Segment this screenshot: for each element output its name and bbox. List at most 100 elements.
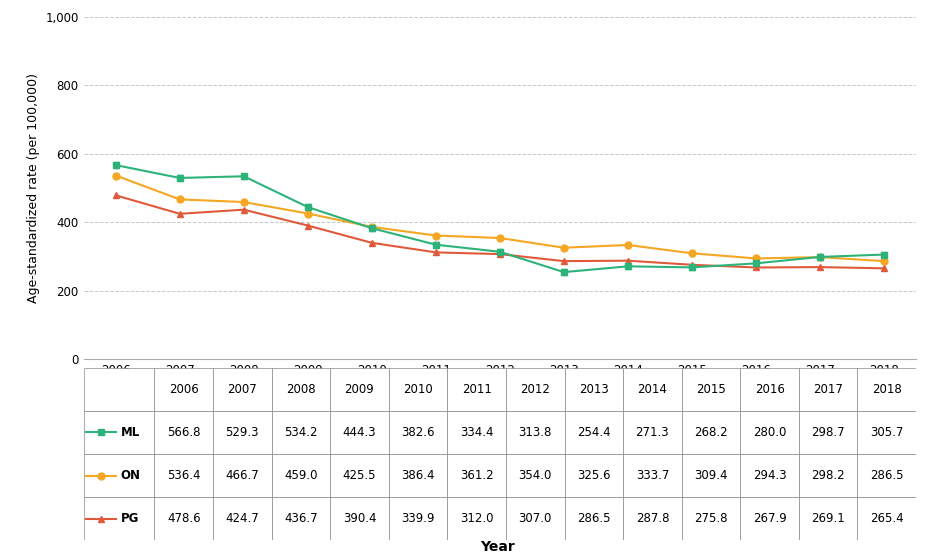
Text: 265.4: 265.4 [870,512,904,525]
Text: 2008: 2008 [286,383,315,395]
Bar [682,368,740,411]
Bar [84,368,154,411]
Bar [213,497,272,540]
Text: 312.0: 312.0 [460,512,494,525]
Text: 271.3: 271.3 [635,426,670,439]
Text: 466.7: 466.7 [225,469,259,482]
Text: 424.7: 424.7 [225,512,259,525]
Bar [272,368,330,411]
Bar [682,497,740,540]
Bar [682,454,740,497]
Bar [330,368,389,411]
Bar [154,454,213,497]
Text: 280.0: 280.0 [753,426,786,439]
Bar [389,411,447,454]
Text: 269.1: 269.1 [811,512,845,525]
Text: 298.2: 298.2 [811,469,845,482]
Bar [682,411,740,454]
Text: 2012: 2012 [520,383,551,395]
Bar [84,411,154,454]
Text: 534.2: 534.2 [285,426,318,439]
Text: ON: ON [121,469,140,482]
Text: 309.4: 309.4 [695,469,728,482]
Bar [740,497,799,540]
Text: 2006: 2006 [169,383,199,395]
Bar [447,454,506,497]
Text: 254.4: 254.4 [577,426,611,439]
Text: 425.5: 425.5 [343,469,377,482]
Bar [740,411,799,454]
Bar [389,368,447,411]
Text: 339.9: 339.9 [402,512,435,525]
Text: 2010: 2010 [404,383,433,395]
Text: 286.5: 286.5 [578,512,611,525]
Text: 566.8: 566.8 [167,426,201,439]
Bar [506,368,565,411]
Bar [213,411,272,454]
Text: 267.9: 267.9 [752,512,787,525]
Text: 333.7: 333.7 [636,469,669,482]
Text: 529.3: 529.3 [226,426,259,439]
Text: 298.7: 298.7 [811,426,845,439]
Text: 286.5: 286.5 [870,469,904,482]
Bar [213,368,272,411]
Text: PG: PG [121,512,139,525]
Bar [213,454,272,497]
Bar [623,368,682,411]
Bar [857,454,916,497]
Bar [154,497,213,540]
Bar [154,411,213,454]
Text: 386.4: 386.4 [402,469,435,482]
Text: 2014: 2014 [637,383,668,395]
Text: 436.7: 436.7 [284,512,318,525]
Text: 2011: 2011 [461,383,492,395]
Text: 305.7: 305.7 [870,426,903,439]
Text: 459.0: 459.0 [285,469,318,482]
Text: 2015: 2015 [697,383,726,395]
Bar [447,497,506,540]
Bar [272,497,330,540]
Bar [799,368,857,411]
Bar [330,454,389,497]
Bar [799,497,857,540]
Bar [623,454,682,497]
Bar [154,368,213,411]
Text: 382.6: 382.6 [402,426,435,439]
Bar [565,411,623,454]
Text: 325.6: 325.6 [578,469,611,482]
Bar [447,411,506,454]
Text: 536.4: 536.4 [167,469,201,482]
Bar [506,454,565,497]
Text: 478.6: 478.6 [166,512,201,525]
Text: ML: ML [121,426,140,439]
Bar [330,497,389,540]
Text: 334.4: 334.4 [460,426,494,439]
Bar [799,454,857,497]
Bar [330,411,389,454]
Text: 2013: 2013 [579,383,609,395]
Text: 307.0: 307.0 [519,512,551,525]
Text: 287.8: 287.8 [636,512,670,525]
Bar [389,454,447,497]
Bar [740,368,799,411]
Text: 313.8: 313.8 [519,426,551,439]
Bar [84,497,154,540]
Text: Year: Year [480,540,515,554]
Bar [272,454,330,497]
Bar [740,454,799,497]
Bar [857,411,916,454]
Y-axis label: Age-standardized rate (per 100,000): Age-standardized rate (per 100,000) [27,73,40,303]
Bar [272,411,330,454]
Bar [565,497,623,540]
Text: 2007: 2007 [228,383,258,395]
Text: 275.8: 275.8 [695,512,728,525]
Bar [84,454,154,497]
Bar [565,454,623,497]
Text: 294.3: 294.3 [752,469,787,482]
Text: 354.0: 354.0 [519,469,551,482]
Bar [857,368,916,411]
Text: 268.2: 268.2 [694,426,728,439]
Bar [506,411,565,454]
Text: 2009: 2009 [345,383,375,395]
Text: 390.4: 390.4 [343,512,377,525]
